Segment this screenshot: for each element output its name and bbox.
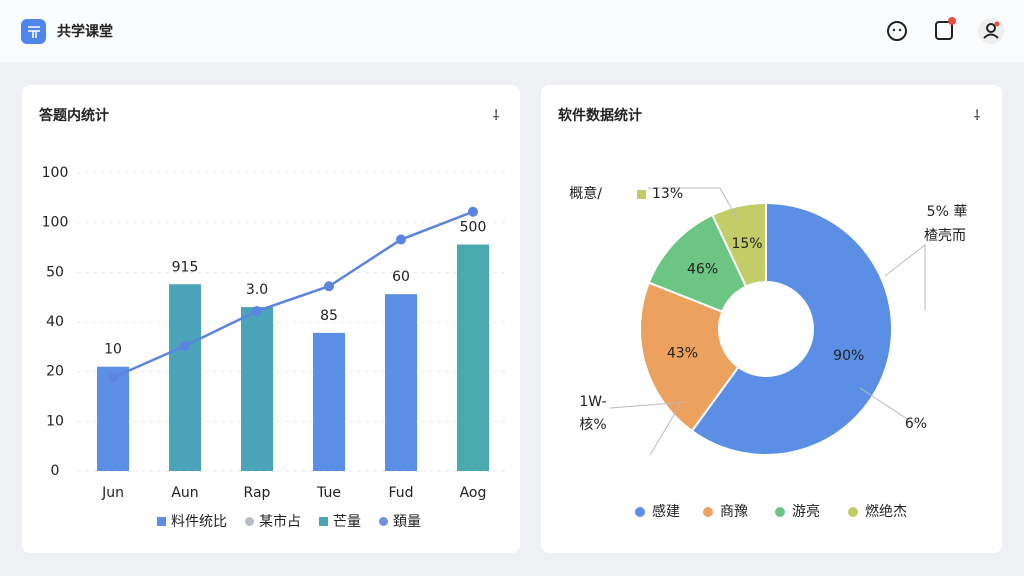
- legend-marker: [703, 507, 713, 517]
- line-point: [108, 372, 118, 383]
- legend-marker: [635, 507, 645, 517]
- legend-marker: [245, 517, 254, 526]
- leader-line: [609, 187, 926, 456]
- legend-marker: [775, 507, 785, 517]
- y-tick-label: 50: [46, 264, 64, 280]
- y-tick-label: 20: [46, 364, 64, 380]
- y-tick-label: 40: [46, 314, 64, 330]
- line-point: [468, 206, 478, 217]
- legend-marker: [319, 517, 328, 526]
- x-tick-label: Jun: [101, 485, 124, 501]
- header-bar: [0, 0, 1024, 62]
- legend-label: 感建: [652, 503, 680, 520]
- callout-label: 1W-: [579, 394, 606, 410]
- bar: [169, 284, 201, 471]
- line-point: [252, 306, 262, 317]
- y-tick-label: 100: [42, 165, 69, 181]
- legend-label: 燃绝杰: [865, 503, 907, 520]
- slice-label: 90%: [833, 348, 864, 364]
- slice-label: 43%: [667, 345, 698, 361]
- callout-label: 核%: [579, 417, 606, 433]
- callout-label: 6%: [905, 416, 927, 432]
- x-tick-label: Aog: [460, 485, 487, 501]
- bar-annotation: 500: [460, 220, 487, 236]
- callout-label: 楂壳而: [924, 227, 966, 244]
- x-tick-label: Tue: [316, 485, 341, 501]
- bar-annotation: 10: [104, 342, 122, 358]
- callout-label: 13%: [652, 186, 683, 202]
- legend-label: 芒量: [333, 514, 361, 530]
- line-point: [180, 340, 190, 351]
- line-point: [324, 281, 334, 292]
- callout-label: 5% 華: [927, 204, 968, 220]
- legend-label: 頚量: [393, 514, 421, 530]
- card-title: 软件数据统计: [558, 107, 642, 124]
- y-tick-label: 100: [42, 215, 69, 231]
- x-tick-label: Fud: [388, 485, 413, 501]
- legend-marker: [379, 517, 388, 526]
- slice-label: 15%: [731, 236, 762, 252]
- card-title: 答题内统计: [39, 107, 109, 124]
- x-tick-label: Rap: [244, 485, 271, 501]
- legend-marker: [157, 517, 166, 526]
- bar-annotation: 915: [172, 259, 199, 275]
- card: [541, 85, 1002, 553]
- pin-icon[interactable]: ⸸: [974, 108, 981, 124]
- emoji-button[interactable]: [887, 21, 907, 41]
- bar-annotation: 3.0: [246, 282, 268, 298]
- legend-label: 某市占: [259, 513, 301, 530]
- legend-label: 料件统比: [171, 514, 227, 530]
- bar-annotation: 60: [392, 269, 410, 285]
- x-tick-label: Aun: [171, 485, 198, 501]
- app-title: 共学课堂: [57, 23, 113, 40]
- bar: [385, 294, 417, 471]
- logo-glyph: [28, 26, 40, 38]
- y-tick-label: 10: [46, 413, 64, 429]
- slice-label: 46%: [687, 261, 718, 277]
- line-point: [396, 234, 406, 245]
- legend-marker: [848, 507, 858, 517]
- user-button[interactable]: [978, 18, 1004, 44]
- callout-label: 概意/: [569, 185, 602, 202]
- line: [112, 210, 474, 379]
- pin-icon[interactable]: ⸸: [493, 108, 500, 124]
- slice: [639, 281, 740, 433]
- legend-label: 游亮: [792, 503, 820, 520]
- slice: [690, 201, 893, 456]
- slice: [711, 201, 767, 288]
- callout-marker: [637, 190, 646, 199]
- bar: [313, 332, 345, 471]
- y-tick-label: 0: [51, 463, 60, 479]
- bar: [457, 244, 489, 471]
- bar-annotation: 85: [320, 308, 338, 324]
- notify-button[interactable]: [935, 17, 956, 40]
- legend-label: 商豫: [720, 504, 748, 520]
- bar: [97, 366, 129, 471]
- bar: [241, 307, 273, 471]
